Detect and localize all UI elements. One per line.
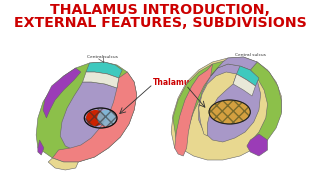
Text: Central sulcus: Central sulcus <box>235 53 266 57</box>
Text: THALAMUS INTRODUCTION,: THALAMUS INTRODUCTION, <box>50 3 270 17</box>
Polygon shape <box>233 74 255 96</box>
Polygon shape <box>199 72 236 136</box>
Polygon shape <box>60 82 119 150</box>
Polygon shape <box>199 64 260 142</box>
Polygon shape <box>48 158 78 170</box>
Ellipse shape <box>86 110 105 126</box>
Polygon shape <box>247 134 268 156</box>
Polygon shape <box>38 140 44 155</box>
Polygon shape <box>211 57 257 76</box>
Polygon shape <box>36 62 137 162</box>
Polygon shape <box>52 72 137 162</box>
Text: Central sulcus: Central sulcus <box>87 55 118 59</box>
Text: EXTERNAL FEATURES, SUBDIVISIONS: EXTERNAL FEATURES, SUBDIVISIONS <box>14 16 306 30</box>
Polygon shape <box>236 66 259 86</box>
Ellipse shape <box>209 100 250 124</box>
Polygon shape <box>173 60 233 152</box>
Polygon shape <box>83 72 119 88</box>
Polygon shape <box>175 64 212 156</box>
Polygon shape <box>43 68 81 118</box>
Polygon shape <box>171 57 281 160</box>
Text: Thalamus: Thalamus <box>153 78 195 87</box>
Ellipse shape <box>97 110 116 126</box>
Polygon shape <box>249 62 281 150</box>
Polygon shape <box>86 62 122 78</box>
